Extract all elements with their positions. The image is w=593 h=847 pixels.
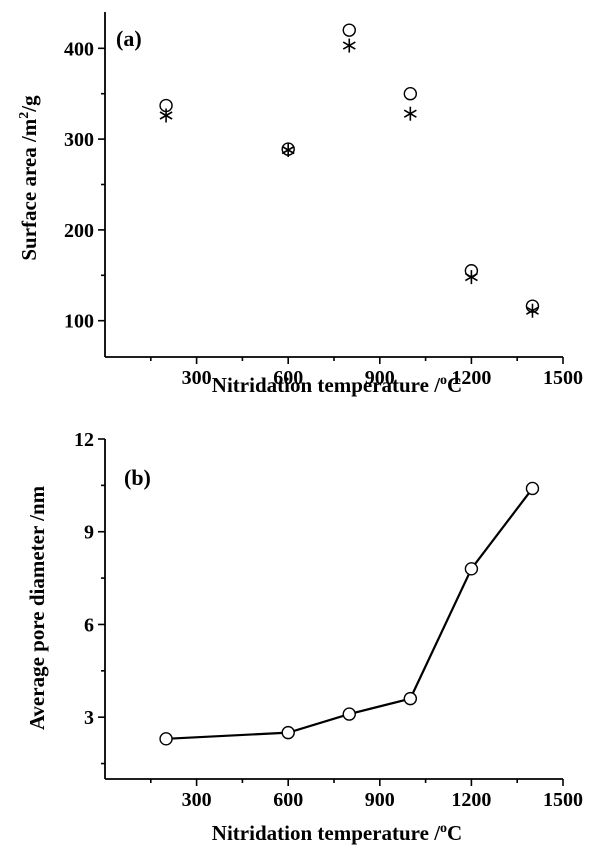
panel-a-y-tick-label: 100	[64, 311, 94, 333]
panel-a-label: (a)	[116, 26, 142, 51]
panel-b-circle-point	[342, 707, 356, 721]
panel-b-x-tick-label: 900	[365, 789, 395, 811]
panel-a-y-axis-title: Surface area /m2/g	[17, 95, 41, 261]
panel-a-circle-point	[403, 87, 418, 101]
panel-a-star-point	[281, 143, 295, 157]
panel-a-y-tick-label: 200	[64, 220, 94, 242]
panel-b-y-axis-title: Average pore diameter /nm	[25, 485, 49, 730]
panel-b-circle-point	[159, 732, 173, 746]
panel-a-star-point	[464, 270, 478, 285]
panel-a-x-tick-label: 900	[365, 367, 395, 389]
panel-b-circle-point	[403, 691, 418, 706]
panel-a-x-tick-label: 1200	[451, 367, 491, 389]
panel-b-y-tick-label: 9	[84, 522, 94, 544]
panel-b-series-line	[166, 487, 534, 740]
panel-a-x-tick-label: 600	[273, 367, 303, 389]
chart-panel-a: (a) Surface area /m2/g Nitridation tempe…	[17, 12, 583, 397]
panel-a-x-tick-label: 300	[182, 367, 212, 389]
panel-b-circle-point	[281, 725, 295, 740]
panel-a-star-point	[403, 106, 417, 121]
panel-b-circle-point	[464, 562, 479, 576]
panel-a-x-axis-title: Nitridation temperature /oC	[212, 373, 462, 397]
panel-b-x-tick-label: 300	[182, 789, 212, 811]
panel-b-x-axis-title: Nitridation temperature /oC	[212, 821, 462, 845]
panel-a-y-tick-label: 300	[64, 129, 94, 151]
panel-a-star-point	[526, 303, 539, 318]
panel-a-star-point	[159, 108, 173, 123]
panel-b-y-tick-label: 3	[84, 707, 94, 729]
panel-b-x-tick-label: 1200	[451, 789, 491, 811]
chart-panel-b: (b) Average pore diameter /nm Nitridatio…	[25, 429, 583, 845]
panel-a-star-point	[342, 38, 356, 53]
panel-b-label: (b)	[124, 465, 151, 490]
panel-b-x-tick-label: 1500	[543, 789, 583, 811]
panel-a-x-tick-label: 1500	[543, 367, 583, 389]
panel-b-circle-point	[525, 481, 540, 496]
panel-b-x-tick-label: 600	[273, 789, 303, 811]
panel-b-y-tick-label: 6	[84, 614, 94, 636]
panel-a-circle-point	[342, 23, 356, 37]
panel-b-y-tick-label: 12	[74, 429, 94, 451]
panel-a-y-tick-label: 400	[64, 38, 94, 60]
